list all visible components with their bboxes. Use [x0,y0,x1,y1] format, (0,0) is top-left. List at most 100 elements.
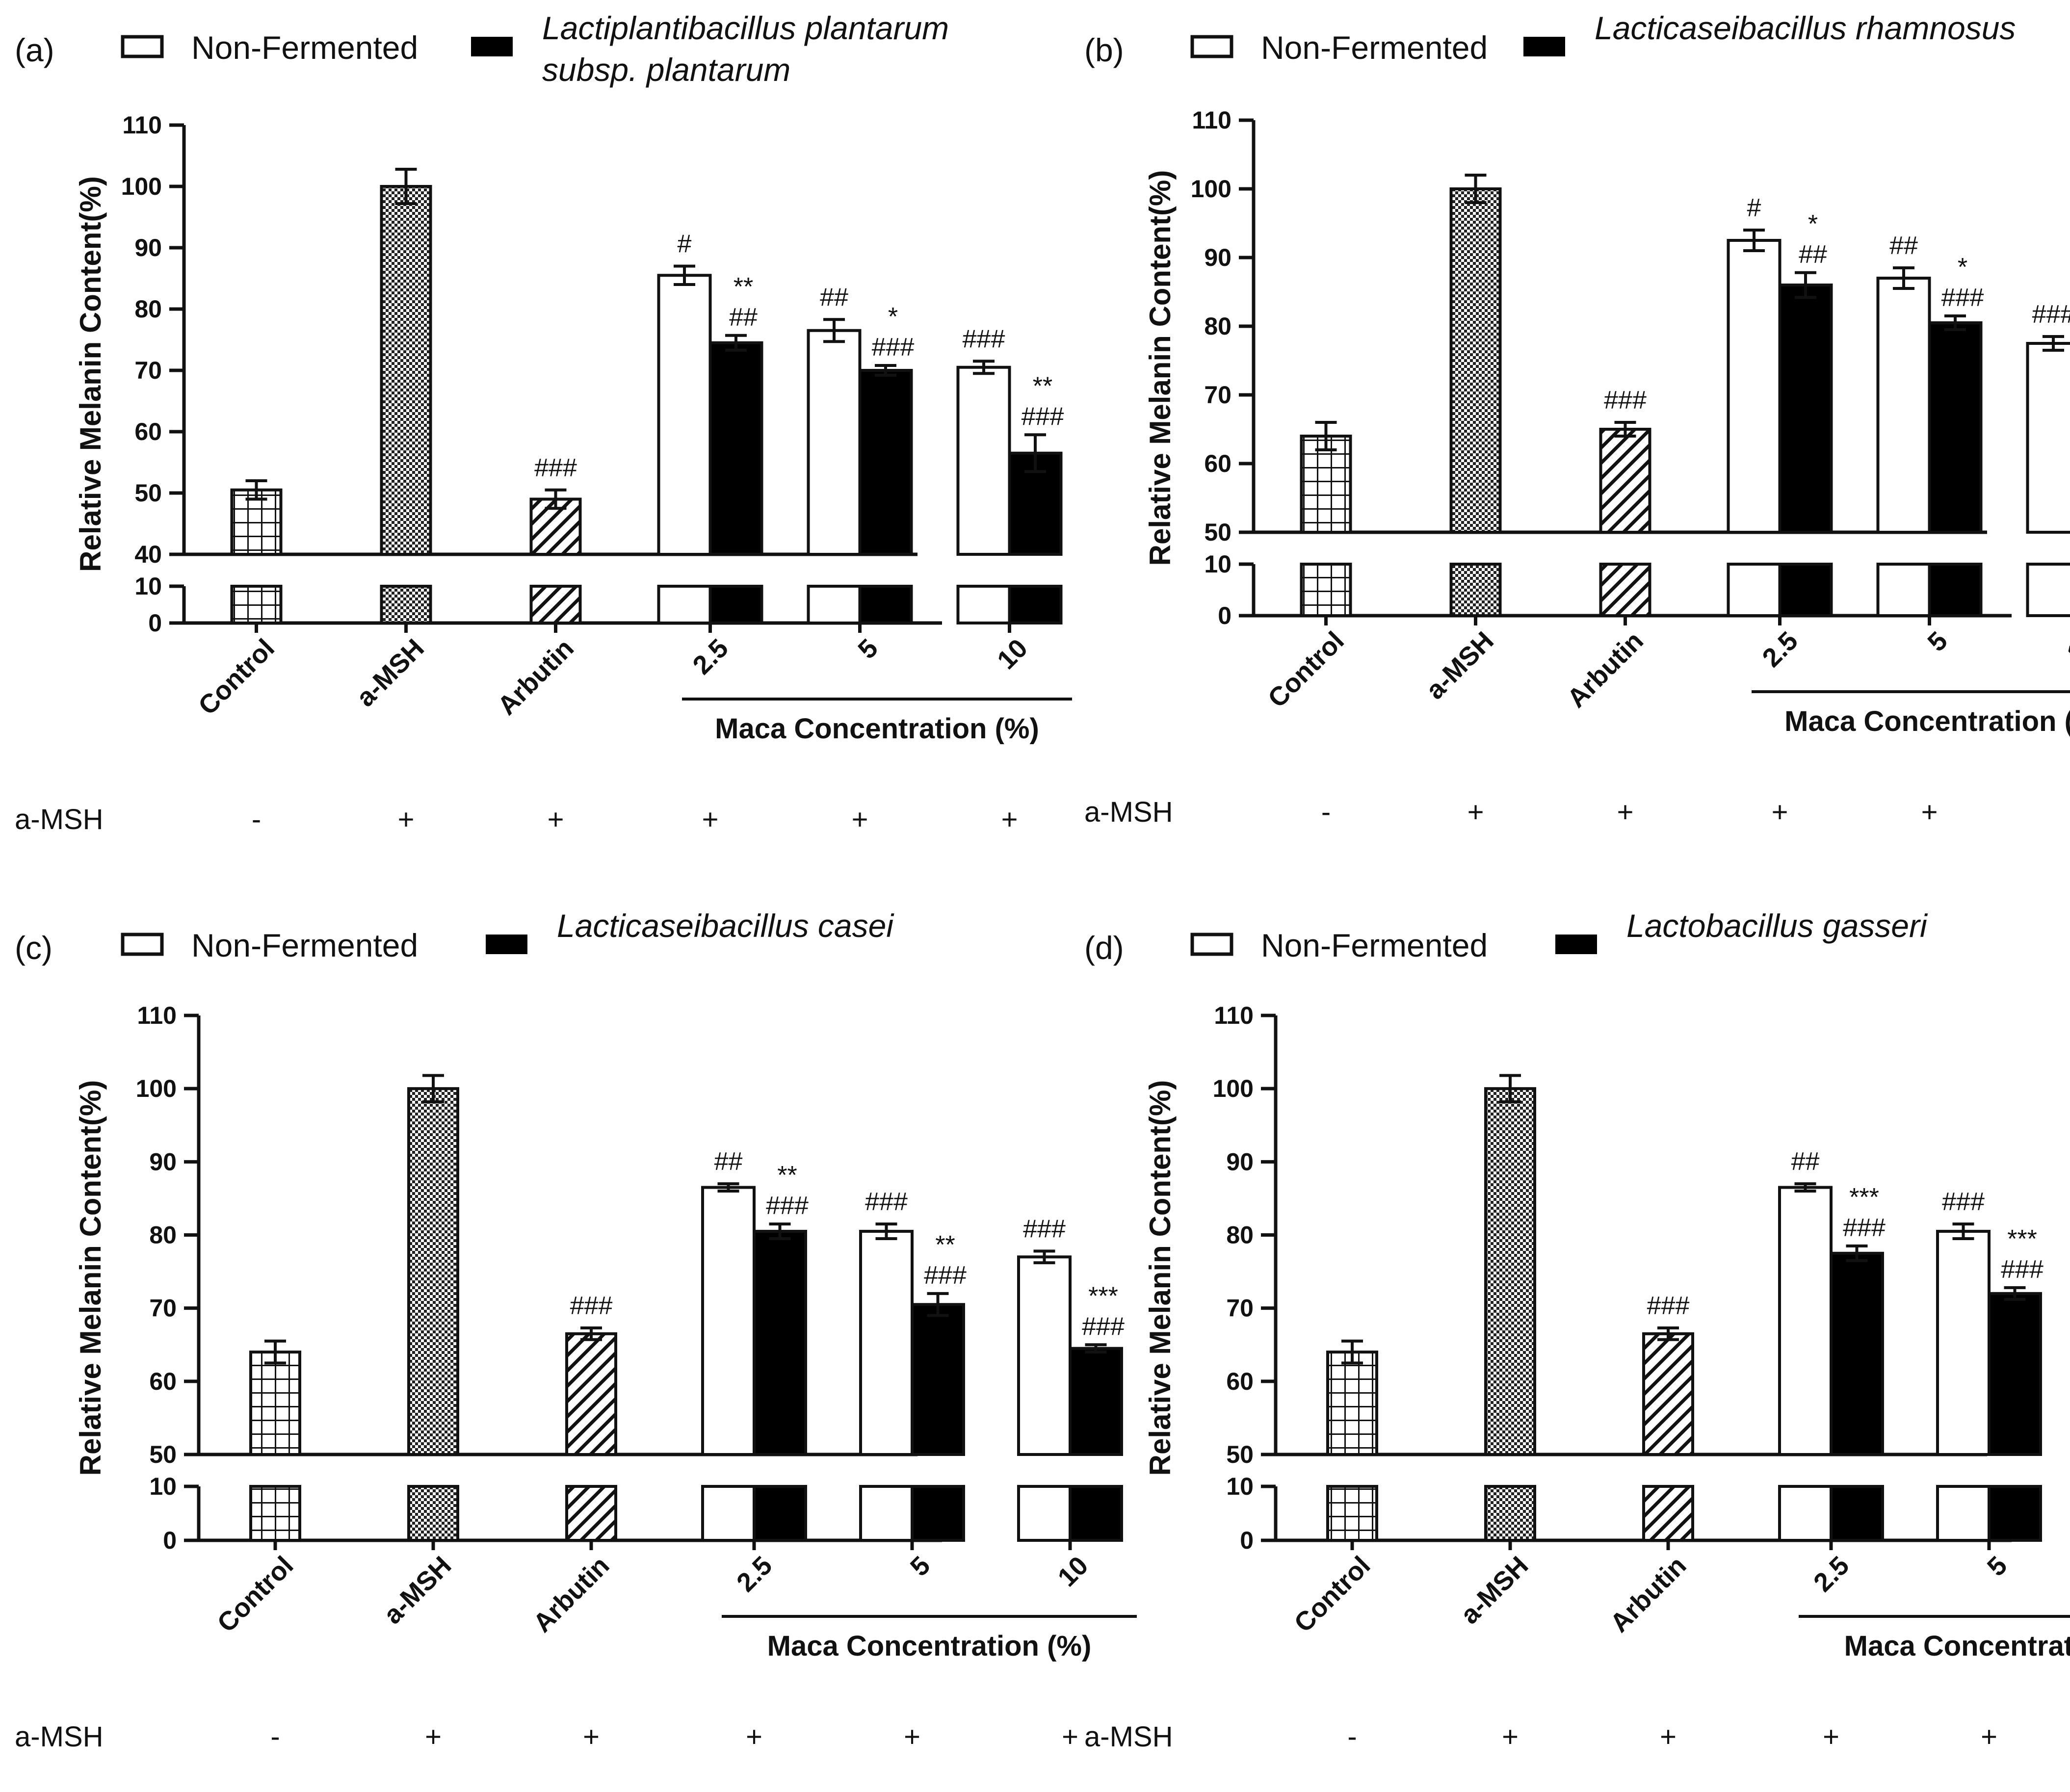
bar-non-fermented-5 [859,1230,914,1456]
treatment-row-label: a-MSH [1084,1721,1173,1753]
bar-control-lower [230,585,283,624]
y-tick-label: 110 [122,111,162,139]
y-tick-label: 70 [149,1295,177,1322]
significance-annotation: ** [734,273,753,301]
treatment-sign: + [583,1721,600,1753]
x-category-label: 5 [1922,626,1953,657]
y-tick-label: 80 [1204,312,1232,340]
significance-annotation: ### [2032,300,2070,329]
significance-annotation: # [1747,194,1761,222]
bar-a-msh-lower [1484,1485,1536,1542]
significance-annotation: ### [1023,1215,1066,1243]
bar-arbutin [1599,428,1651,534]
significance-annotation: ### [1843,1214,1886,1242]
bar-non-fermented-2.5-lower [1778,1485,1833,1542]
y-tick-label: 50 [1204,519,1232,546]
significance-annotation: ### [534,454,577,482]
treatment-sign: + [746,1721,762,1753]
significance-annotation: ## [1889,232,1918,260]
treatment-sign: + [702,804,719,835]
bar-non-fermented-2.5 [1727,239,1782,534]
y-tick-label: 100 [136,1075,177,1102]
significance-annotation: ### [1647,1292,1690,1320]
bar-fermented-2.5 [1778,284,1833,534]
x-category-label: 10 [992,633,1033,675]
y-tick-label: 40 [134,541,162,568]
y-tick-label: 0 [1218,602,1232,629]
y-tick-label: 80 [1226,1221,1254,1249]
legend-fermented-strain: Lactiplantibacillus plantarum [542,10,949,46]
x-category-label: 2.5 [687,633,734,680]
treatment-row-label: a-MSH [15,1721,103,1753]
legend-non-fermented: Non-Fermented [191,927,418,963]
y-tick-label: 50 [149,1441,177,1468]
y-tick-label: 70 [1226,1295,1254,1322]
y-axis-title: Relative Melanin Content(%) [74,176,107,572]
bar-fermented-5-lower [1928,563,1983,617]
significance-annotation: ** [777,1161,797,1190]
significance-annotation: ### [2001,1255,2044,1284]
chart-panel-a: (a) Non-Fermented Lactiplantibacillus plan… [15,10,1072,835]
y-tick-label: 0 [1240,1527,1254,1554]
y-tick-label: 100 [121,173,162,200]
significance-annotation: ### [1941,284,1984,312]
significance-annotation: *** [1088,1282,1118,1310]
y-tick-label: 110 [1192,106,1232,134]
treatment-sign: + [1921,796,1938,828]
x-category-label: 10 [2061,626,2070,668]
bar-fermented-5-lower [858,585,913,624]
y-tick-label: 50 [1226,1441,1254,1468]
legend-swatch-non-fermented [121,933,164,956]
treatment-sign: + [852,804,868,835]
y-tick-label: 90 [134,234,162,261]
bar-control [249,1350,301,1456]
x-category-label: Arbutin [1562,626,1649,713]
significance-annotation: ### [865,1188,908,1216]
legend-fermented-strain: Lactobacillus gasseri [1626,908,1928,944]
x-category-label: Arbutin [527,1551,615,1638]
legend-swatch-fermented [1523,37,1565,56]
treatment-sign: + [425,1721,442,1753]
panel-label: (b) [1084,32,1124,68]
treatment-sign: + [1001,804,1018,835]
bar-non-fermented-2.5 [1778,1186,1833,1456]
legend-swatch-fermented [1555,935,1597,954]
y-tick-label: 100 [1191,175,1232,203]
chart-panel-b: (b) Non-Fermented Lacticaseibacillus rhamn… [1084,10,2070,828]
bar-control-lower [249,1485,301,1542]
bar-control [230,488,283,556]
y-tick-label: 10 [149,1473,177,1500]
bar-fermented-2.5-lower [1830,1485,1884,1542]
significance-annotation: *** [1849,1183,1879,1212]
treatment-sign: + [1772,796,1788,828]
y-tick-label: 90 [1226,1148,1254,1175]
significance-annotation: # [678,230,692,259]
bar-a-msh-lower [407,1485,459,1542]
bar-fermented-5-lower [911,1485,965,1542]
bar-arbutin-lower [565,1485,617,1542]
x-category-label: 5 [1982,1551,2013,1582]
treatment-sign: + [1467,796,1484,828]
significance-annotation: * [1958,253,1967,282]
x-category-label: a-MSH [1455,1551,1534,1630]
treatment-sign: + [548,804,564,835]
significance-annotation: ** [1033,372,1052,400]
y-axis-title: Relative Melanin Content(%) [1144,170,1177,566]
x-category-label: Arbutin [1604,1551,1692,1638]
bar-fermented-2.5-lower [753,1485,807,1542]
y-tick-label: 60 [1226,1368,1254,1395]
treatment-sign: - [270,1721,280,1753]
legend-fermented-strain: Lacticaseibacillus rhamnosus [1595,10,2016,46]
x-category-label: a-MSH [378,1551,457,1630]
x-category-label: 5 [905,1551,936,1582]
y-tick-label: 100 [1213,1075,1254,1102]
treatment-sign: + [1502,1721,1519,1753]
panel-label: (d) [1084,930,1124,966]
x-category-label: 5 [852,633,884,665]
significance-annotation: ### [1942,1188,1985,1216]
legend-swatch-non-fermented [1190,35,1233,58]
treatment-sign: + [1660,1721,1677,1753]
bar-fermented-10-lower [1008,585,1063,624]
treatment-sign: - [1321,796,1331,828]
